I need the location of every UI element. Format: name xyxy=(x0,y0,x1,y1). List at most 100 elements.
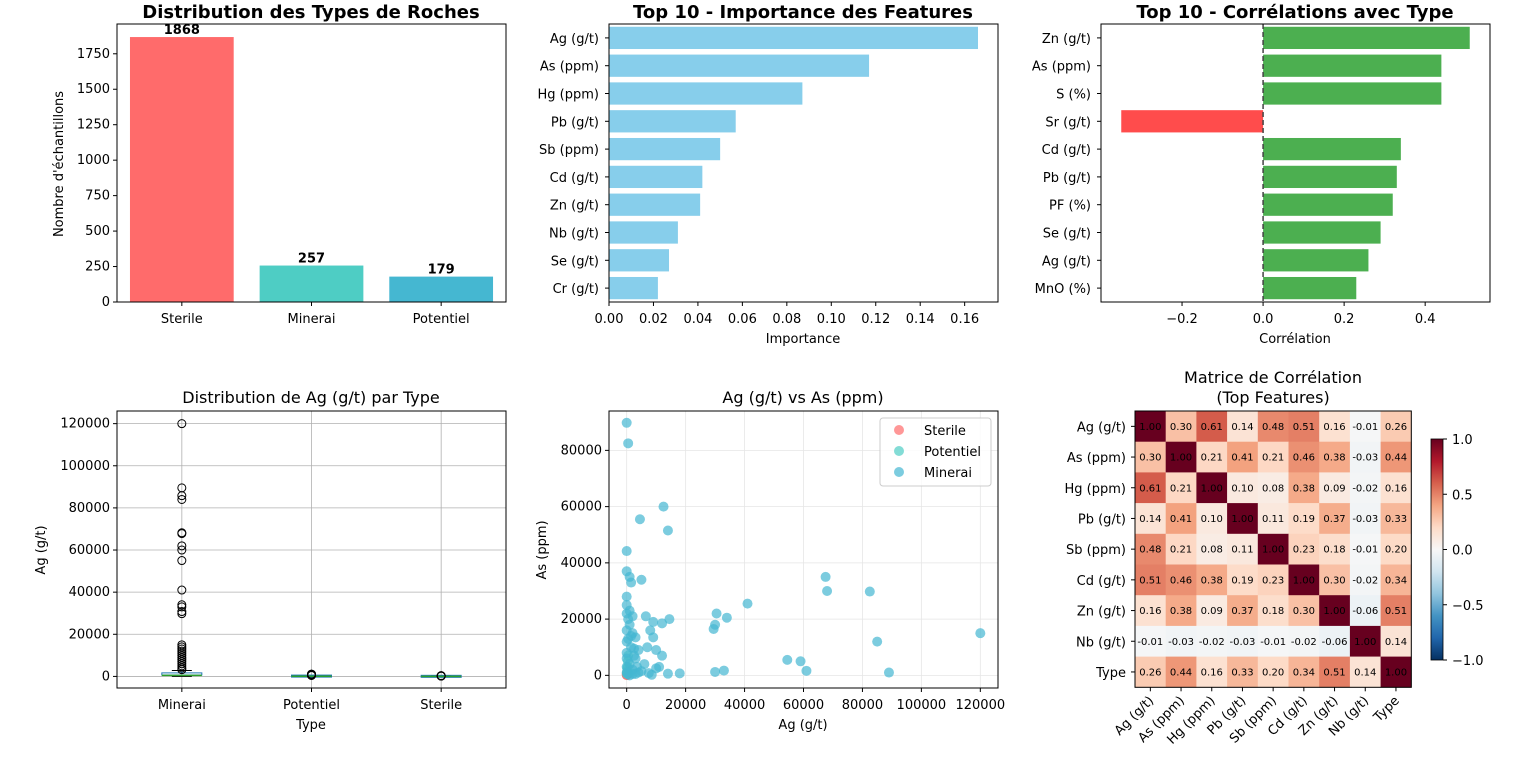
chart6-cell-label: 0.48 xyxy=(1139,545,1161,556)
chart6-cell-label: -0.06 xyxy=(1322,637,1348,648)
chart5-xtick-label: 60000 xyxy=(783,698,824,713)
chart4-outlier xyxy=(177,556,187,566)
chart-rock-type-distribution: Distribution des Types de Roches Nombre … xyxy=(52,2,507,327)
chart3-bar xyxy=(1263,249,1369,272)
chart5-point xyxy=(654,661,665,672)
chart6-ytick-label: Cd (g/t) xyxy=(1077,574,1126,589)
chart6-cell-label: 0.14 xyxy=(1354,667,1376,678)
chart6-cell xyxy=(1349,411,1381,442)
chart6-cell xyxy=(1196,625,1228,657)
chart3-xtick-label: 0.2 xyxy=(1334,312,1355,327)
chart6-cell-label: 0.30 xyxy=(1170,422,1192,433)
chart6-cell-label: 0.20 xyxy=(1262,667,1284,678)
chart1-frame xyxy=(116,23,507,303)
chart6-cell xyxy=(1349,656,1381,688)
chart2-bar xyxy=(609,110,736,133)
chart3-bar xyxy=(1263,26,1470,50)
chart2-xtick-label: 0.16 xyxy=(950,312,979,327)
chart5-xtick-label: 0 xyxy=(623,698,631,713)
chart6-cell xyxy=(1257,411,1289,442)
chart6-cell-label: 0.16 xyxy=(1201,667,1223,678)
chart4-outlier xyxy=(177,585,187,595)
colorbar-tick-label: 1.0 xyxy=(1452,433,1473,448)
chart1-ytick-label: 750 xyxy=(85,189,110,204)
chart4-outlier xyxy=(436,671,446,681)
chart5-point xyxy=(711,608,722,619)
chart6-cell xyxy=(1227,533,1259,565)
chart6-cell-label: 0.14 xyxy=(1231,422,1253,433)
chart5-point xyxy=(646,669,657,680)
chart2-bar xyxy=(609,276,658,300)
chart6-cell-label: 0.34 xyxy=(1385,575,1407,586)
chart5-xtick-label: 20000 xyxy=(665,698,706,713)
chart5-xlabel: Ag (g/t) xyxy=(778,718,827,733)
chart6-cell-label: 0.18 xyxy=(1262,606,1284,617)
chart6-cell-label: 0.21 xyxy=(1262,453,1284,464)
chart6-cell xyxy=(1288,441,1320,473)
chart6-cell xyxy=(1257,564,1289,596)
chart2-bar xyxy=(609,82,803,105)
chart3-bar xyxy=(1121,110,1264,133)
chart6-cell-label: 0.44 xyxy=(1170,667,1192,678)
chart4-ytick-label: 40000 xyxy=(69,585,110,600)
chart3-title: Top 10 - Corrélations avec Type xyxy=(1136,2,1453,23)
chart5-xtick-label: 40000 xyxy=(724,698,765,713)
chart6-cell xyxy=(1380,656,1412,688)
chart6-cell xyxy=(1257,441,1289,473)
chart1-ytick-label: 1250 xyxy=(77,118,110,133)
chart6-cell xyxy=(1135,595,1166,627)
chart6-cell xyxy=(1380,564,1412,596)
chart6-cell-label: 1.00 xyxy=(1201,483,1223,494)
chart3-bar xyxy=(1263,165,1397,189)
chart4-outlier xyxy=(177,607,187,617)
chart5-ytick-label: 0 xyxy=(594,668,602,683)
chart3-ytick-label: Pb (g/t) xyxy=(1043,171,1091,186)
chart6-cell-label: 0.23 xyxy=(1293,545,1315,556)
chart6-ytick-label: Hg (ppm) xyxy=(1065,482,1126,497)
chart6-cell-label: 0.26 xyxy=(1385,422,1407,433)
chart4-outlier xyxy=(177,665,187,675)
chart4-outlier xyxy=(177,541,187,551)
chart5-point xyxy=(742,598,753,609)
chart3-ytick-label: Ag (g/t) xyxy=(1042,254,1091,269)
chart3-bar xyxy=(1263,137,1401,161)
chart6-cell-label: -0.03 xyxy=(1352,514,1378,525)
chart5-frame xyxy=(608,410,999,689)
chart4-ytick-label: 20000 xyxy=(69,627,110,642)
chart2-xlabel: Importance xyxy=(766,332,841,347)
chart4-outlier xyxy=(177,419,187,429)
chart5-point xyxy=(782,654,793,665)
chart6-cell-label: 0.61 xyxy=(1201,422,1223,433)
chart6-cell-label: -0.03 xyxy=(1230,637,1256,648)
chart5-point xyxy=(648,616,659,627)
chart5-point xyxy=(710,666,721,677)
chart6-cell xyxy=(1165,533,1197,565)
chart6-cell-label: 0.38 xyxy=(1201,575,1223,586)
chart3-ytick-label: Cd (g/t) xyxy=(1042,143,1091,158)
chart6-cell xyxy=(1380,411,1412,442)
chart2-ytick-label: Ag (g/t) xyxy=(550,32,599,47)
chart4-outlier xyxy=(307,669,316,679)
chart3-frame xyxy=(1100,23,1491,303)
chart5-point xyxy=(642,642,653,653)
chart6-cell xyxy=(1349,595,1381,627)
chart1-ytick-label: 250 xyxy=(85,260,110,275)
chart6-cell-label: 0.23 xyxy=(1262,575,1284,586)
chart6-cell xyxy=(1165,441,1197,473)
chart5-legend-label: Sterile xyxy=(924,424,966,439)
chart6-cell xyxy=(1196,533,1228,565)
chart6-cell-label: 0.16 xyxy=(1323,422,1345,433)
chart6-cell xyxy=(1380,533,1412,565)
chart5-ytick-label: 60000 xyxy=(561,500,602,515)
chart5-point xyxy=(636,574,647,585)
chart1-ytick-label: 0 xyxy=(102,295,110,310)
chart5-point xyxy=(710,619,721,630)
chart6-cell-label: 0.41 xyxy=(1170,514,1192,525)
chart-ag-boxplot: Distribution de Ag (g/t) par Type Type A… xyxy=(34,388,507,733)
chart6-cell xyxy=(1319,564,1351,596)
chart2-xtick-label: 0.04 xyxy=(683,312,712,327)
chart6-cell xyxy=(1288,564,1320,596)
chart6-cell-label: 0.20 xyxy=(1385,545,1407,556)
chart4-xtick-label: Sterile xyxy=(420,698,462,713)
